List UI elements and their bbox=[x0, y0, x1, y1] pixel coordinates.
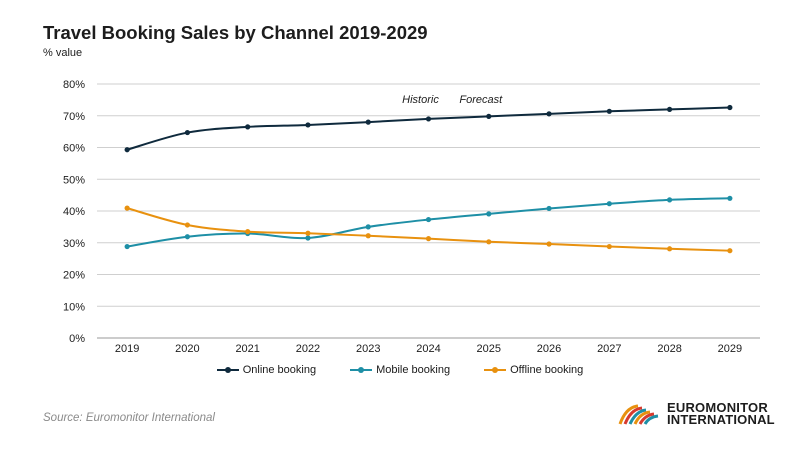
chart-legend: Online booking Mobile booking Offline book… bbox=[0, 364, 800, 376]
series-line-online-booking bbox=[126, 106, 730, 151]
data-point bbox=[184, 234, 191, 240]
data-point bbox=[727, 195, 733, 201]
y-tick-label: 50% bbox=[63, 174, 85, 186]
y-tick-label: 60% bbox=[63, 143, 85, 155]
legend-label: Mobile booking bbox=[376, 364, 451, 376]
data-point bbox=[305, 235, 311, 241]
y-tick-label: 80% bbox=[63, 79, 85, 91]
y-tick-label: 70% bbox=[63, 111, 85, 123]
data-point bbox=[184, 222, 191, 228]
logo-line1: EUROMONITOR bbox=[667, 400, 768, 415]
data-point bbox=[184, 129, 191, 136]
series-line-offline-booking bbox=[126, 207, 730, 252]
data-point bbox=[486, 113, 492, 119]
y-tick-label: 40% bbox=[63, 206, 85, 218]
x-tick-label: 2021 bbox=[235, 343, 259, 355]
line-chart: 0% 10% 20% 30% 40% 50% 60% 70% 80% 2019 2020 2021 2… bbox=[63, 79, 760, 355]
y-tick-label: 20% bbox=[63, 270, 85, 282]
y-tick-label: 0% bbox=[69, 333, 85, 345]
x-tick-label: 2029 bbox=[718, 343, 742, 355]
data-point bbox=[425, 116, 432, 122]
logo-line2: INTERNATIONAL bbox=[667, 412, 775, 427]
data-point bbox=[245, 229, 251, 235]
data-point bbox=[245, 124, 251, 130]
data-point bbox=[666, 246, 673, 252]
legend-swatch bbox=[216, 367, 239, 373]
x-tick-label: 2026 bbox=[537, 343, 561, 355]
data-point bbox=[365, 233, 371, 239]
data-point bbox=[425, 216, 432, 223]
x-tick-label: 2025 bbox=[477, 343, 501, 355]
y-tick-label: 10% bbox=[63, 301, 85, 313]
data-point bbox=[606, 243, 612, 250]
annotation-historic: Historic bbox=[402, 94, 439, 106]
data-point bbox=[365, 224, 371, 230]
data-point bbox=[425, 236, 432, 242]
x-tick-label: 2019 bbox=[115, 343, 139, 355]
source-note: Source: Euromonitor International bbox=[43, 412, 215, 424]
x-tick-label: 2024 bbox=[416, 343, 440, 355]
legend-item-online-booking: Online booking bbox=[216, 364, 317, 376]
data-point bbox=[666, 106, 673, 112]
data-point bbox=[124, 147, 130, 153]
data-point bbox=[727, 104, 733, 111]
data-point bbox=[124, 243, 130, 250]
legend-item-mobile-booking: Mobile booking bbox=[350, 364, 450, 376]
legend-swatch bbox=[484, 367, 507, 373]
legend-label: Offline booking bbox=[510, 364, 584, 376]
series-online-booking bbox=[124, 104, 733, 153]
data-point bbox=[727, 248, 733, 254]
legend-item-offline-booking: Offline booking bbox=[484, 364, 583, 376]
data-point bbox=[486, 239, 492, 245]
euromonitor-logo: EUROMONITOR INTERNATIONAL bbox=[618, 400, 775, 427]
x-tick-label: 2020 bbox=[175, 343, 199, 355]
chart-title: Travel Booking Sales by Channel 2019-202… bbox=[43, 22, 428, 43]
data-point bbox=[365, 119, 371, 125]
euromonitor-logo-icon bbox=[618, 404, 659, 425]
data-point bbox=[546, 111, 552, 117]
y-tick-label: 30% bbox=[63, 238, 85, 250]
data-point bbox=[305, 230, 311, 236]
legend-label: Online booking bbox=[242, 364, 317, 376]
data-point bbox=[546, 205, 552, 212]
data-point bbox=[124, 205, 130, 211]
data-point bbox=[666, 197, 673, 203]
x-tick-label: 2023 bbox=[356, 343, 380, 355]
x-tick-label: 2028 bbox=[657, 343, 681, 355]
chart-subtitle: % value bbox=[43, 47, 83, 59]
annotation-forecast: Forecast bbox=[459, 94, 503, 106]
series-offline-booking bbox=[124, 205, 733, 254]
x-tick-label: 2022 bbox=[296, 343, 320, 355]
data-point bbox=[606, 108, 612, 114]
x-tick-label: 2027 bbox=[597, 343, 621, 355]
data-point bbox=[546, 241, 552, 247]
data-point bbox=[606, 201, 612, 207]
legend-swatch bbox=[350, 367, 373, 373]
data-point bbox=[486, 211, 492, 217]
data-point bbox=[305, 122, 311, 128]
